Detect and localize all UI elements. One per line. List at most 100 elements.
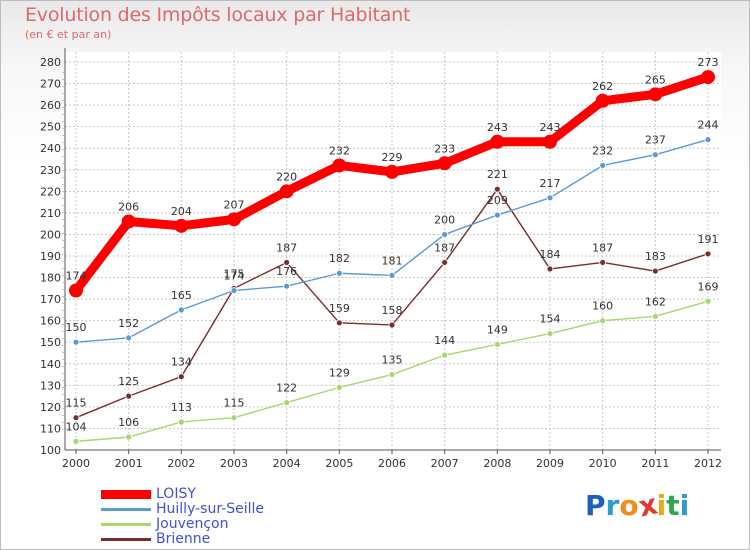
data-label: 122 (276, 382, 297, 395)
x-tick-label: 2012 (694, 457, 722, 470)
logo-letter: o (619, 489, 639, 522)
data-label: 217 (540, 177, 561, 190)
data-label: 207 (224, 198, 245, 211)
data-label: 129 (329, 366, 350, 379)
y-tick-label: 220 (40, 185, 61, 198)
y-tick-label: 270 (40, 78, 61, 91)
data-point (125, 334, 133, 342)
x-tick-label: 2004 (273, 457, 301, 470)
data-label: 158 (382, 304, 403, 317)
data-point (388, 271, 396, 279)
data-point (227, 212, 241, 227)
x-tick-label: 2006 (378, 457, 406, 470)
data-point (441, 231, 449, 238)
data-point (599, 162, 607, 169)
data-point (599, 259, 607, 266)
chart-subtitle: (en € et par an) (25, 28, 112, 41)
data-label: 220 (276, 170, 297, 183)
legend-swatch (101, 490, 151, 499)
data-label: 265 (645, 73, 666, 86)
x-tick-label: 2003 (220, 457, 248, 470)
data-point (493, 211, 501, 219)
x-tick-label: 2011 (641, 457, 669, 470)
data-label: 206 (118, 201, 139, 214)
data-label: 221 (487, 168, 508, 181)
data-label: 104 (66, 420, 87, 433)
data-point (230, 414, 238, 422)
data-label: 237 (645, 134, 666, 147)
data-label: 229 (382, 151, 403, 164)
data-point (177, 418, 185, 426)
proxiti-logo: Proxiti (585, 487, 690, 523)
data-point (599, 317, 607, 325)
data-label: 232 (592, 144, 613, 157)
data-label: 187 (592, 241, 613, 254)
data-label: 243 (487, 121, 508, 134)
data-point (283, 259, 291, 266)
data-label: 184 (540, 248, 561, 261)
data-point (651, 312, 659, 320)
legend-item-loisy[interactable]: LOISY (101, 487, 341, 502)
legend-swatch (101, 508, 151, 511)
data-label: 182 (329, 252, 350, 265)
logo-letter: t (666, 489, 680, 522)
data-point (441, 259, 449, 266)
data-label: 244 (698, 119, 719, 132)
x-tick-label: 2009 (536, 457, 564, 470)
data-point (230, 287, 238, 294)
legend-swatch (101, 538, 151, 541)
data-point (704, 136, 712, 144)
data-point (493, 185, 501, 193)
data-point (490, 134, 505, 149)
x-tick-label: 2007 (431, 457, 459, 470)
legend-item-brienne[interactable]: Brienne (101, 532, 341, 547)
data-label: 181 (382, 254, 403, 267)
data-point (546, 330, 554, 338)
data-label: 183 (645, 250, 666, 263)
data-label: 159 (329, 302, 350, 315)
data-label: 176 (276, 265, 297, 278)
data-label: 204 (171, 205, 192, 218)
data-point (546, 194, 554, 202)
legend-label: LOISY (156, 486, 196, 502)
data-point (335, 269, 343, 277)
y-tick-label: 200 (40, 228, 61, 241)
y-tick-label: 170 (40, 293, 61, 306)
y-tick-label: 250 (40, 121, 61, 134)
data-label: 106 (118, 416, 139, 429)
legend-item-huilly-sur-seille[interactable]: Huilly-sur-Seille (101, 502, 341, 517)
data-label: 187 (276, 241, 297, 254)
data-point (174, 218, 189, 233)
legend-label: Huilly-sur-Seille (156, 501, 265, 517)
logo-letter: P (585, 489, 606, 522)
legend-label: Jouvençon (156, 516, 229, 532)
data-label: 154 (540, 313, 561, 326)
data-point (651, 267, 659, 275)
data-point (388, 371, 396, 378)
data-label: 113 (171, 401, 192, 414)
y-tick-label: 160 (40, 315, 61, 328)
data-label: 174 (66, 269, 87, 282)
data-point (125, 433, 133, 441)
legend: LOISY Huilly-sur-Seille Jouvençon Brienn… (101, 487, 341, 547)
y-tick-label: 150 (40, 336, 61, 349)
x-tick-label: 2001 (115, 457, 143, 470)
data-point (69, 283, 83, 298)
data-label: 149 (487, 323, 508, 336)
data-point (704, 250, 712, 258)
data-point (283, 282, 291, 290)
data-point (335, 384, 343, 391)
data-point (72, 414, 80, 422)
data-label: 152 (118, 317, 139, 330)
data-label: 209 (487, 194, 508, 207)
data-label: 232 (329, 144, 350, 157)
x-tick-label: 2002 (167, 457, 195, 470)
logo-letter: i (679, 489, 690, 522)
data-point (437, 156, 452, 171)
legend-item-jouvencon[interactable]: Jouvençon (101, 517, 341, 532)
legend-swatch (101, 523, 151, 526)
data-label: 175 (224, 267, 245, 280)
logo-letter: i (656, 489, 667, 522)
data-label: 115 (66, 397, 87, 410)
data-point (701, 70, 715, 85)
